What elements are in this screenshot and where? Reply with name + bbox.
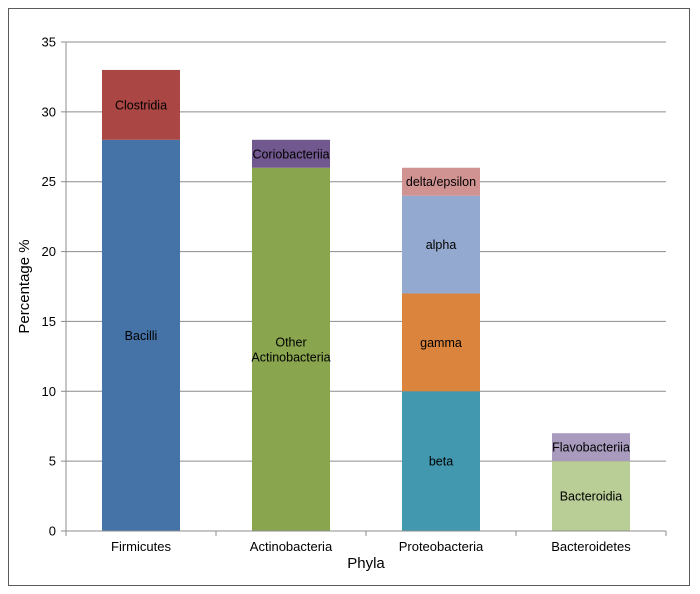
segment-label-other-actinobacteria-line-2: Actinobacteria	[251, 350, 330, 364]
segment-label-bacteroidia: Bacteroidia	[560, 490, 623, 504]
y-tick-label-35: 35	[42, 35, 56, 50]
segment-label-alpha: alpha	[426, 238, 457, 252]
bar-segment-actinobacteria-other-actinobacteria	[252, 167, 330, 531]
bar-segment-bacteroidetes-bacteroidia	[552, 461, 630, 531]
y-tick-label-25: 25	[42, 174, 56, 189]
y-tick-label-15: 15	[42, 314, 56, 329]
bar-segment-proteobacteria-delta-epsilon	[402, 167, 480, 196]
bar-segment-proteobacteria-beta	[402, 391, 480, 531]
bar-segment-firmicutes-clostridia	[102, 69, 180, 140]
y-tick-label-5: 5	[49, 454, 56, 469]
segment-label-gamma: gamma	[420, 336, 462, 350]
segment-label-flavobacteriia: Flavobacteriia	[552, 441, 630, 455]
segment-label-delta-epsilon: delta/epsilon	[406, 175, 476, 189]
x-axis-title: Phyla	[347, 555, 385, 572]
x-tick-labels: Firmicutes Actinobacteria Proteobacteria Ba…	[111, 539, 631, 554]
x-tick-label-bacteroidetes: Bacteroidetes	[551, 539, 631, 554]
axes	[65, 42, 667, 536]
segment-label-coriobacteriia: Coriobacteriia	[252, 147, 329, 161]
y-tick-label-20: 20	[42, 244, 56, 259]
y-tick-label-30: 30	[42, 104, 56, 119]
bar-segment-firmicutes-bacilli	[102, 139, 180, 532]
bar-segment-bacteroidetes-flavobacteriia	[552, 433, 630, 462]
y-tick-label-10: 10	[42, 384, 56, 399]
segment-label-other-actinobacteria-line-1: Other	[275, 335, 306, 349]
y-tick-labels: 0 5 10 15 20 25 30 35	[42, 35, 56, 539]
x-tick-label-actinobacteria: Actinobacteria	[250, 539, 333, 554]
x-tick-label-proteobacteria: Proteobacteria	[399, 539, 484, 554]
segment-label-bacilli: Bacilli	[125, 329, 158, 343]
segment-label-beta: beta	[429, 455, 453, 469]
x-tick-label-firmicutes: Firmicutes	[111, 539, 171, 554]
y-tick-label-0: 0	[49, 524, 56, 539]
segment-label-clostridia: Clostridia	[115, 98, 167, 112]
bar-segment-proteobacteria-gamma	[402, 293, 480, 392]
y-axis-title: Percentage %	[16, 239, 33, 333]
bar-segment-proteobacteria-alpha	[402, 195, 480, 294]
bar-segment-actinobacteria-coriobacteriia	[252, 139, 330, 168]
